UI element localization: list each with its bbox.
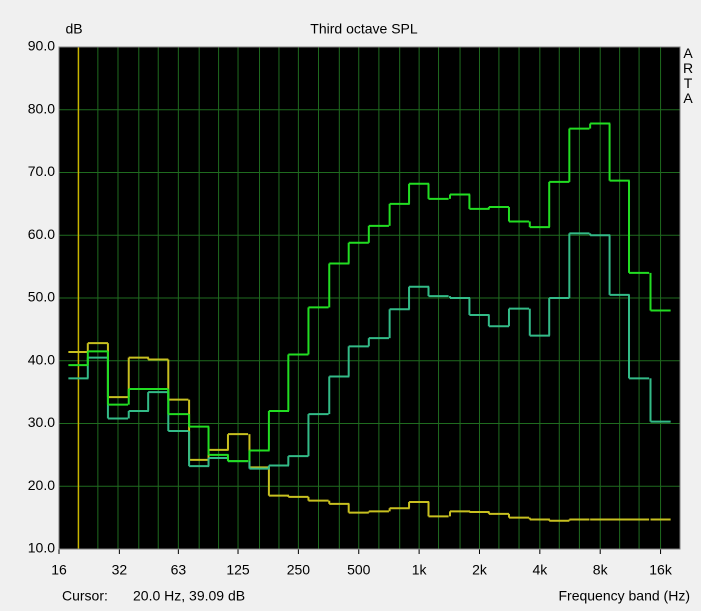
chart-title: Third octave SPL [310,21,418,37]
x-tick-label: 1k [412,562,428,578]
y-tick-label: 40.0 [28,351,55,367]
x-tick-label: 32 [112,562,128,578]
cursor-readout: 20.0 Hz, 39.09 dB [133,588,245,604]
y-tick-label: 60.0 [28,226,55,242]
x-tick-label: 125 [226,562,250,578]
x-tick-label: 16k [649,562,673,578]
y-axis-label: dB [65,21,82,37]
y-tick-label: 30.0 [28,414,55,430]
cursor-label: Cursor: [62,588,108,604]
plot-border [58,46,681,550]
x-tick-label: 16 [51,562,67,578]
x-tick-label: 63 [171,562,187,578]
y-tick-label: 80.0 [28,100,55,116]
x-tick-label: 8k [593,562,609,578]
y-tick-label: 70.0 [28,163,55,179]
y-tick-label: 50.0 [28,289,55,305]
x-tick-label: 250 [287,562,311,578]
x-tick-label: 2k [472,562,488,578]
brand: ARTA [682,45,694,106]
x-axis-label: Frequency band (Hz) [558,588,690,604]
y-tick-label: 90.0 [28,38,55,54]
x-tick-label: 500 [347,562,371,578]
y-tick-label: 20.0 [28,477,55,493]
y-tick-label: 10.0 [28,540,55,556]
x-tick-label: 4k [532,562,548,578]
